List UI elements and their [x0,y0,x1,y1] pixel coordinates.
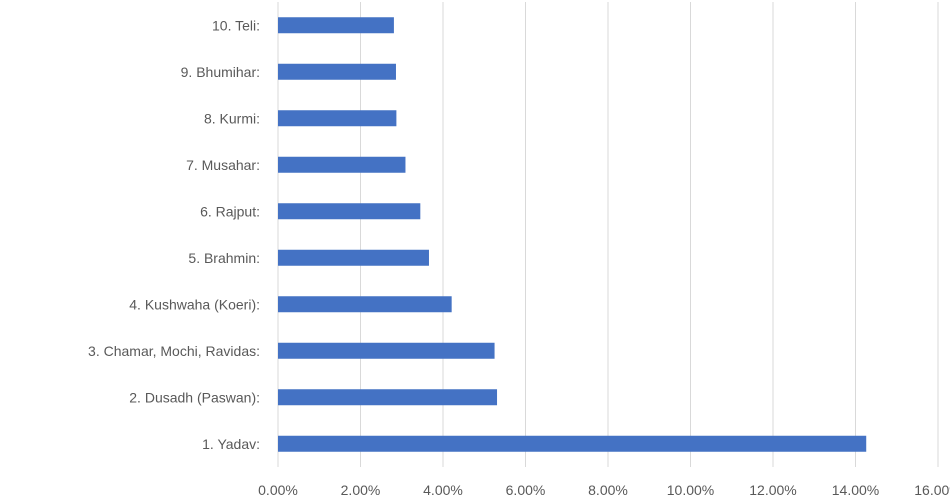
bar [278,203,421,220]
bar [278,17,394,34]
category-label: 2. Dusadh (Paswan): [129,389,260,405]
bar [278,342,495,359]
x-tick-label: 4.00% [423,482,463,496]
x-tick-label: 8.00% [588,482,628,496]
x-tick-label: 10.00% [667,482,714,496]
x-tick-label: 16.00% [914,482,950,496]
x-tick-label: 6.00% [506,482,546,496]
category-label: 6. Rajput: [200,203,260,219]
category-label: 4. Kushwaha (Koeri): [129,296,260,312]
bar [278,110,397,127]
bar [278,249,429,266]
x-tick-label: 0.00% [258,482,298,496]
category-label: 8. Kurmi: [204,110,260,126]
bar [278,296,452,313]
bars [278,17,867,452]
x-tick-label: 12.00% [749,482,796,496]
category-label: 3. Chamar, Mochi, Ravidas: [88,343,260,359]
category-label: 9. Bhumihar: [181,64,260,80]
bar [278,435,867,452]
bar [278,389,498,406]
bar [278,63,396,80]
bar [278,156,406,173]
category-label: 5. Brahmin: [188,250,260,266]
x-tick-label: 14.00% [832,482,879,496]
x-tick-label: 2.00% [341,482,381,496]
category-labels: 1. Yadav: 2. Dusadh (Paswan): 3. Chamar, M… [88,17,260,452]
category-label: 10. Teli: [212,17,260,33]
category-label: 7. Musahar: [186,157,260,173]
x-axis-tick-labels: 0.00% 2.00% 4.00% 6.00% 8.00% 10.00% 12.00% 14.… [258,482,950,496]
category-label: 1. Yadav: [202,436,260,452]
